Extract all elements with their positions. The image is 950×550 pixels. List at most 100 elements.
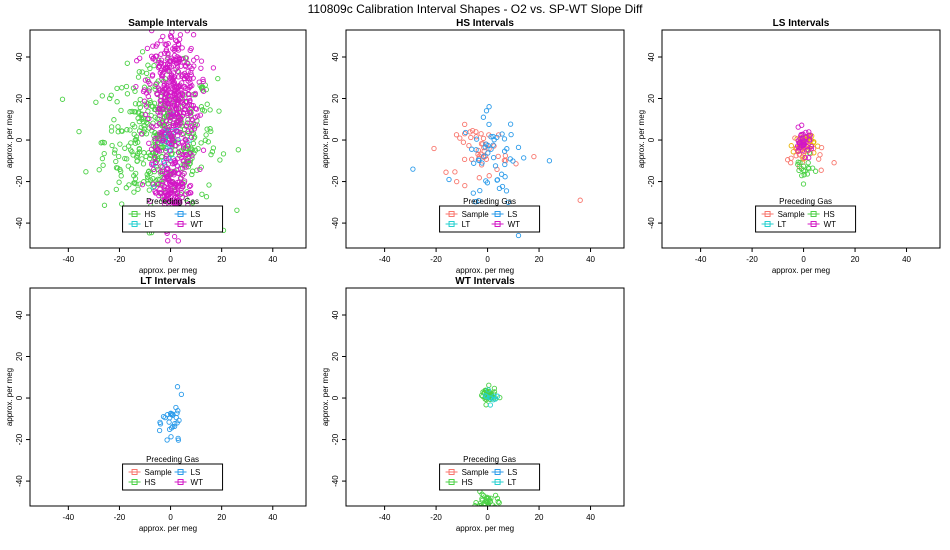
point-sample <box>513 161 519 167</box>
point-wt <box>198 58 205 64</box>
point-hs <box>139 69 145 75</box>
legend-item-wt: WT <box>174 478 203 487</box>
point-wt <box>186 84 193 91</box>
point-wt <box>165 177 172 183</box>
point-wt <box>167 172 174 178</box>
x-tick-label: -20 <box>430 513 442 522</box>
point-ls <box>469 146 475 152</box>
point-ls <box>483 178 489 184</box>
point-wt <box>186 95 192 101</box>
point-wt <box>163 148 169 154</box>
legend-box <box>755 205 857 233</box>
plot-frame <box>661 29 941 249</box>
point-wt <box>168 197 174 204</box>
point-hs <box>133 134 140 140</box>
point-ls <box>515 232 522 239</box>
point-sample <box>818 167 824 173</box>
point-wt <box>185 110 191 117</box>
point-hs <box>201 108 208 114</box>
point-wt <box>173 198 180 205</box>
legend-item-ls: LS <box>174 468 200 477</box>
point-hs <box>124 60 130 66</box>
point-wt <box>149 161 155 168</box>
point-wt <box>145 93 151 100</box>
y-tick-label: 40 <box>647 52 656 61</box>
point-wt <box>161 50 168 56</box>
plot-frame <box>29 29 307 249</box>
point-ls <box>168 434 174 440</box>
point-wt <box>159 76 165 82</box>
point-ls <box>502 161 508 168</box>
x-tick-label: -40 <box>63 255 75 264</box>
point-hs <box>126 182 132 188</box>
point-hs <box>801 172 807 178</box>
point-wt <box>167 33 174 39</box>
point-wt <box>144 45 151 52</box>
point-wt <box>170 181 177 187</box>
point-sample <box>469 127 476 134</box>
point-wt <box>133 83 139 90</box>
legend-label: WT <box>508 220 521 229</box>
point-sample <box>483 156 490 162</box>
legend-item-hs: HS <box>128 478 156 487</box>
point-wt <box>161 160 168 166</box>
point-wt <box>169 170 175 177</box>
point-wt <box>194 54 200 61</box>
point-ls <box>164 437 170 443</box>
point-hs <box>798 165 805 172</box>
y-tick-label: 20 <box>331 352 340 361</box>
point-wt <box>175 129 181 135</box>
points-layer <box>472 382 503 506</box>
x-tick-label: 40 <box>902 255 911 264</box>
point-hs <box>93 99 99 105</box>
point-hs <box>141 179 147 185</box>
point-wt <box>200 76 206 83</box>
point-hs <box>215 75 221 82</box>
point-wt <box>175 170 181 176</box>
legend: Preceding Gas Sample HS LT WT <box>755 197 857 233</box>
point-ls <box>472 199 479 205</box>
legend-item-wt: WT <box>807 220 836 229</box>
point-ls <box>488 134 494 140</box>
point-wt <box>188 134 195 140</box>
point-hs <box>118 107 124 114</box>
point-wt <box>798 139 804 145</box>
y-tick-label: -20 <box>15 433 24 445</box>
x-tick-label: 0 <box>168 255 173 264</box>
point-other <box>788 143 794 149</box>
point-wt <box>186 183 193 190</box>
point-ls <box>477 187 483 194</box>
point-wt <box>175 184 181 190</box>
point-wt <box>188 45 194 52</box>
point-hs <box>204 101 210 107</box>
point-wt <box>190 123 196 129</box>
point-hs <box>154 80 160 86</box>
point-wt <box>183 164 189 170</box>
point-ls <box>470 190 476 196</box>
point-wt <box>178 88 184 94</box>
point-sample <box>486 173 492 179</box>
legend-swatch-box <box>810 221 817 227</box>
point-hs <box>124 91 131 97</box>
point-ls <box>156 427 163 434</box>
point-wt <box>170 46 176 52</box>
point-wt <box>167 117 173 124</box>
point-sample <box>466 142 472 149</box>
point-ls <box>515 144 522 151</box>
point-wt <box>187 189 193 196</box>
point-hs <box>116 179 122 185</box>
point-wt <box>795 124 801 130</box>
point-hs <box>146 187 152 193</box>
point-wt <box>168 73 175 79</box>
point-ls <box>491 137 497 143</box>
point-wt <box>152 154 158 160</box>
legend-title: Preceding Gas <box>779 197 832 206</box>
y-tick-label: 0 <box>647 137 656 142</box>
point-wt <box>172 122 179 128</box>
point-wt <box>146 140 152 146</box>
point-ls <box>174 420 180 426</box>
y-axis-label: approx. per meg <box>637 110 646 168</box>
legend-label: Sample <box>462 468 490 477</box>
x-tick-label: -40 <box>379 513 391 522</box>
point-hs <box>488 392 494 398</box>
